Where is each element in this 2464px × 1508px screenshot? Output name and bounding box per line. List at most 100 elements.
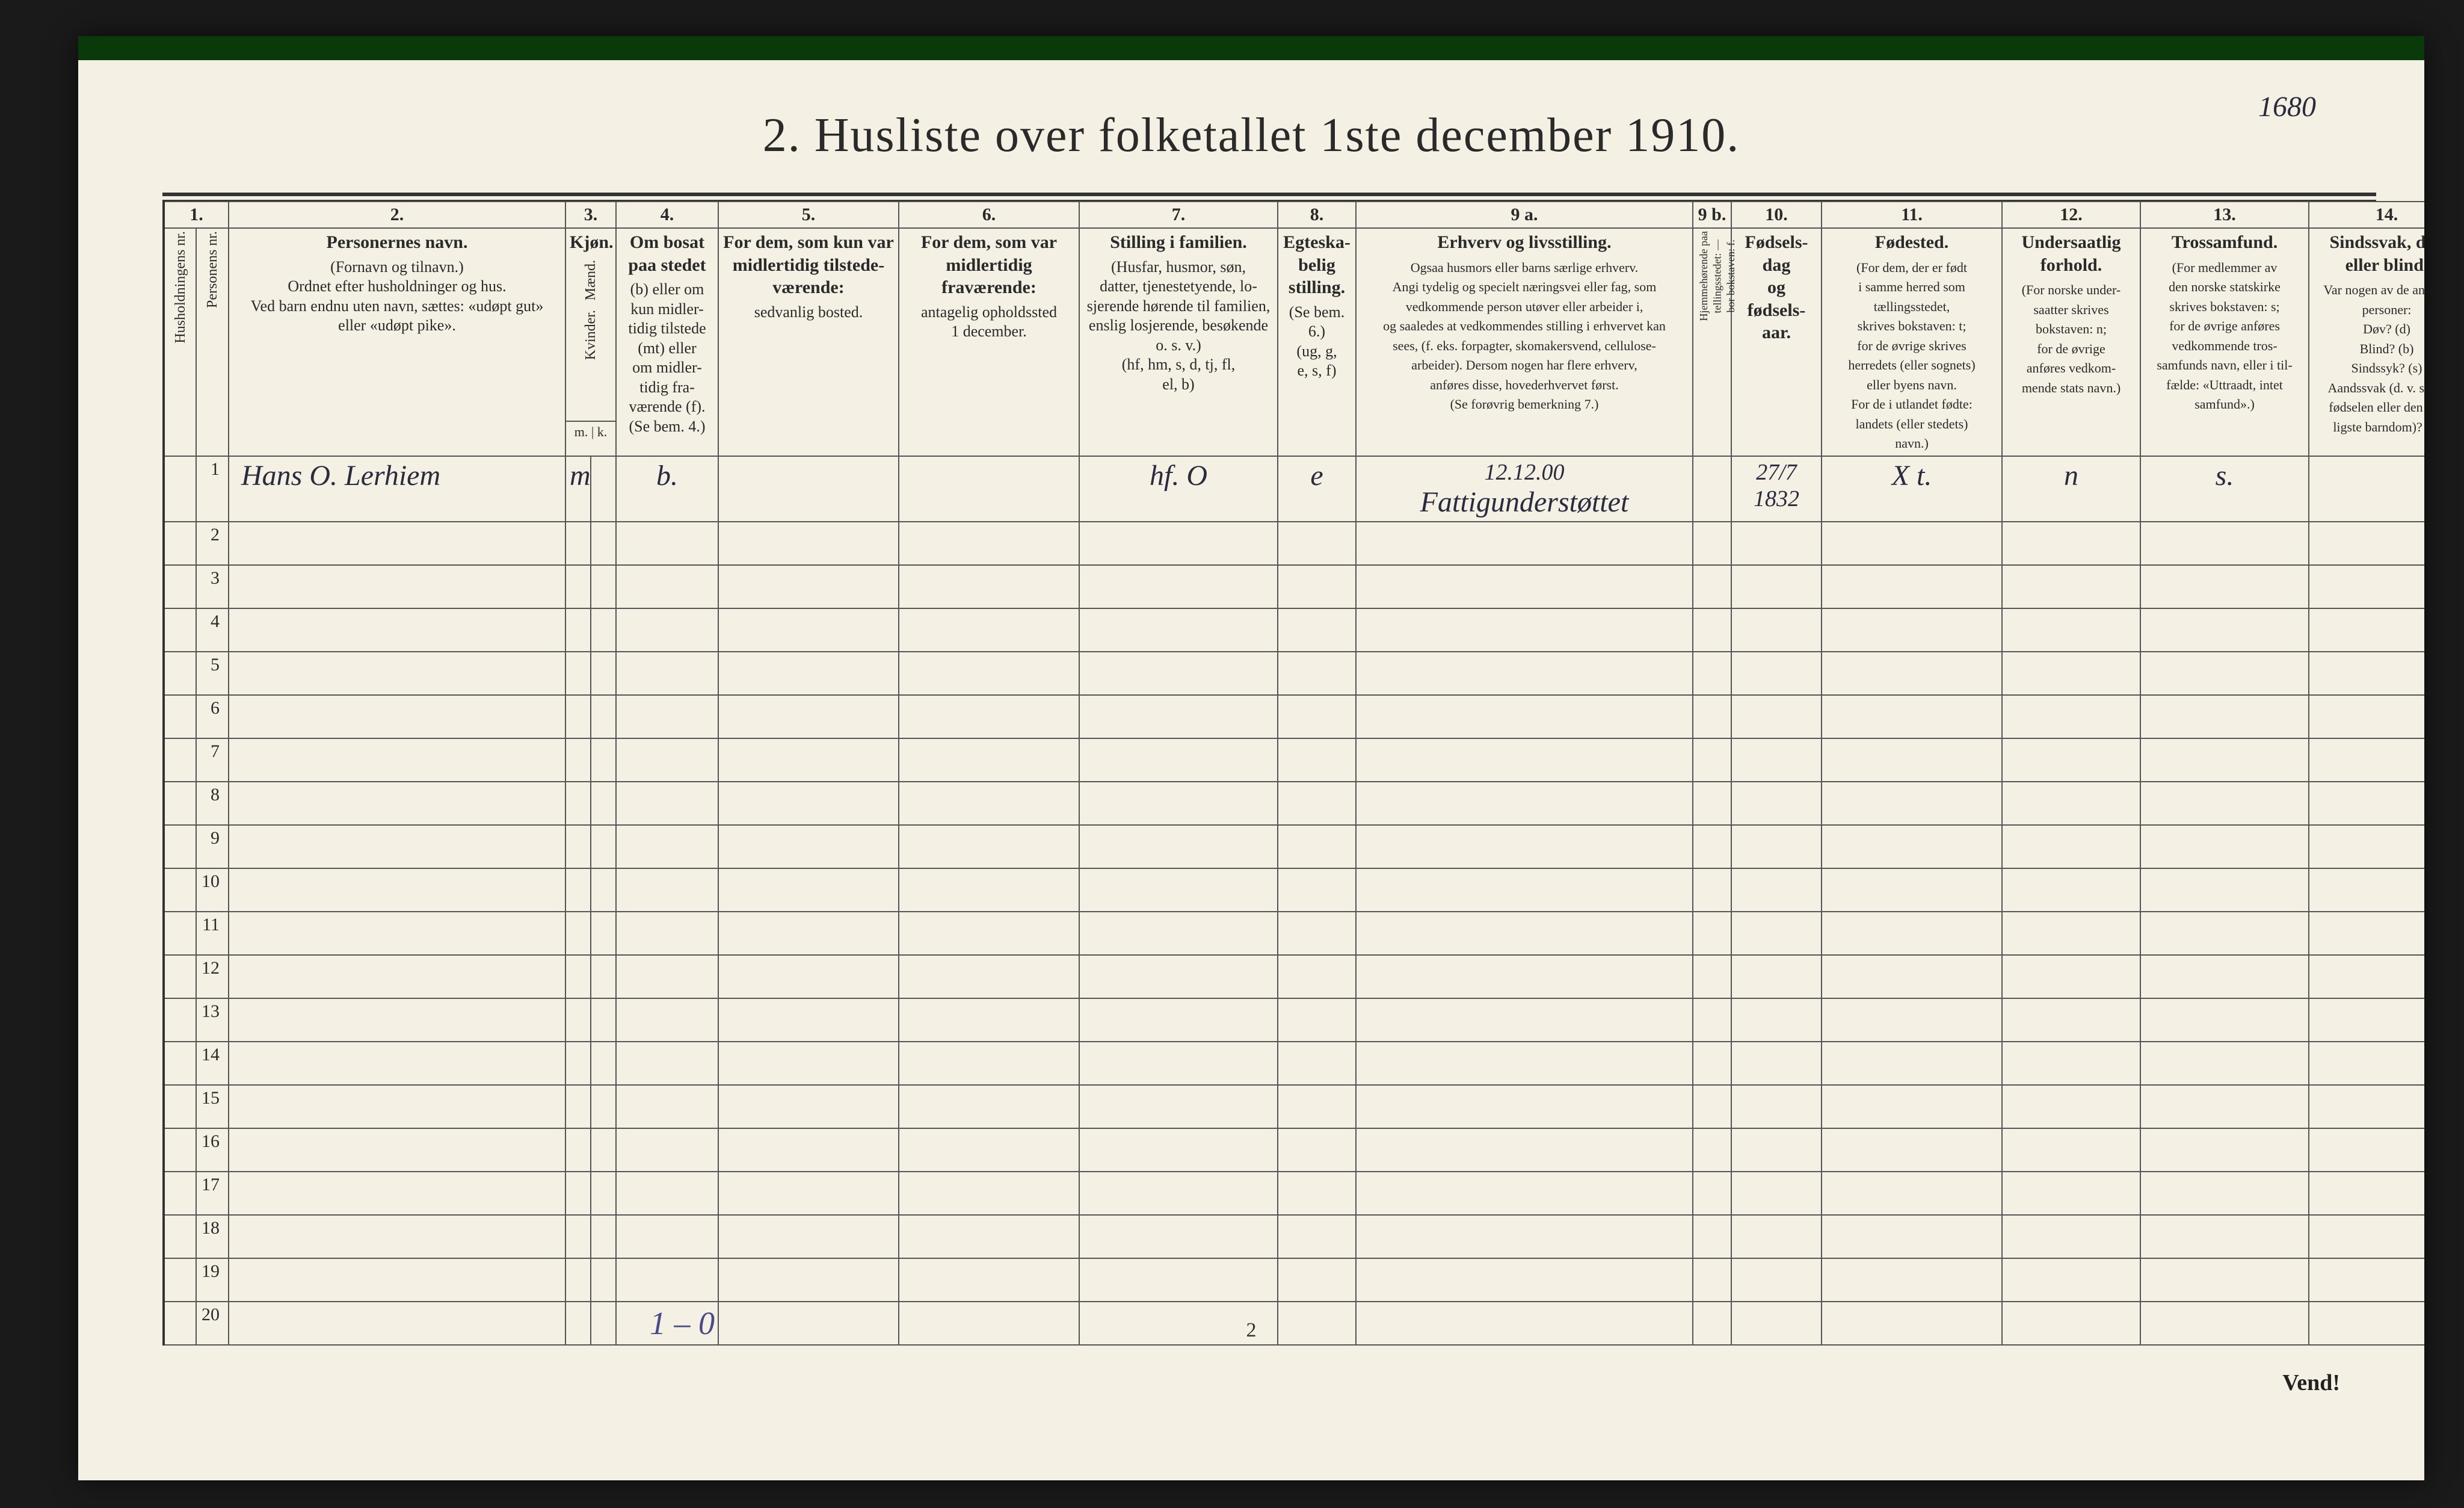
table-cell [2140,1085,2309,1128]
colnum-2: 2. [229,202,565,228]
hdr-c9a: Erhverv og livsstilling. Ogsaa husmors e… [1356,228,1693,456]
table-cell [2140,738,2309,782]
table-cell [718,782,899,825]
table-row: 1Hans O. Lerhiemmb.hf. Oe12.12.00Fattigu… [164,456,2424,522]
table-cell: n [2002,456,2140,522]
table-cell [2309,1085,2424,1128]
table-cell [229,782,565,825]
cell-hushold-nr [164,998,196,1042]
table-cell [1822,1042,2002,1085]
cell-hushold-nr [164,1215,196,1258]
cell-erhverv-top: 12.12.00 [1360,459,1689,486]
cell-hushold-nr [164,782,196,825]
table-cell [1278,955,1356,998]
table-cell [1278,565,1356,608]
table-cell [1079,912,1278,955]
cell-person-nr: 8 [196,782,229,825]
table-cell [1079,998,1278,1042]
table-cell [2002,608,2140,652]
colnum-14: 14. [2309,202,2424,228]
hdr-c11-body: (For dem, der er født i samme herred som… [1848,260,1975,451]
cell-hushold-nr [164,652,196,695]
colnum-3: 3. [565,202,616,228]
colnum-5: 5. [718,202,899,228]
table-cell [899,1258,1079,1302]
table-cell [1079,955,1278,998]
table-cell [616,695,718,738]
table-cell [2309,955,2424,998]
table-cell [2002,1042,2140,1085]
table-cell [2002,1215,2140,1258]
table-cell [1079,1042,1278,1085]
hdr-c6-body: antagelig opholdssted 1 december. [921,303,1057,341]
hdr-c8-body: (Se bem. 6.) (ug, g, e, s, f) [1289,303,1344,380]
table-cell [2140,1042,2309,1085]
cell-erhverv [1356,652,1693,695]
table-cell [899,608,1079,652]
table-cell [1693,998,1731,1042]
table-cell [591,456,616,522]
table-cell [616,1215,718,1258]
hdr-c13: Trossamfund. (For medlemmer av den norsk… [2140,228,2309,456]
hdr-kjon-title: Kjøn. [570,231,612,254]
table-cell [1693,955,1731,998]
table-cell [565,1215,591,1258]
table-cell [1278,1085,1356,1128]
table-cell [2002,998,2140,1042]
cell-fodsel [1731,782,1822,825]
table-cell [2140,782,2309,825]
table-cell [718,1128,899,1172]
table-cell [616,1128,718,1172]
table-cell [229,1085,565,1128]
table-cell [2309,522,2424,565]
table-row: 18 [164,1215,2424,1258]
table-cell [1693,456,1731,522]
table-cell [1278,998,1356,1042]
table-cell: e [1278,456,1356,522]
table-cell [616,1258,718,1302]
table-cell [2002,782,2140,825]
table-cell [2002,1085,2140,1128]
table-cell [2140,868,2309,912]
hdr-c10: Fødsels- dag og fødsels- aar. [1731,228,1822,456]
table-cell: m [565,456,591,522]
table-body: 1Hans O. Lerhiemmb.hf. Oe12.12.00Fattigu… [164,456,2424,1345]
table-cell [1693,695,1731,738]
table-cell [565,652,591,695]
table-cell [2309,608,2424,652]
colnum-1: 1. [164,202,229,228]
table-cell [1693,522,1731,565]
table-row: 8 [164,782,2424,825]
table-row: 5 [164,652,2424,695]
table-cell [565,695,591,738]
table-cell [565,912,591,955]
table-cell [1278,782,1356,825]
table-cell [1079,868,1278,912]
table-cell [1079,1215,1278,1258]
table-cell [616,912,718,955]
table-row: 2 [164,522,2424,565]
cell-erhverv [1356,522,1693,565]
table-cell [2140,1172,2309,1215]
table-cell: Hans O. Lerhiem [229,456,565,522]
table-cell [1278,1258,1356,1302]
table-cell [899,782,1079,825]
hdr-c14: Sindssvak, døv eller blind. Var nogen av… [2309,228,2424,456]
cell-hushold-nr [164,1085,196,1128]
cell-fodsel [1731,1172,1822,1215]
table-cell [591,1042,616,1085]
table-cell [1693,825,1731,868]
table-cell [2309,456,2424,522]
table-cell [591,955,616,998]
table-cell [229,565,565,608]
table-cell [1822,608,2002,652]
document-page: 1680 2. Husliste over folketallet 1ste d… [78,36,2424,1480]
hdr-c11: Fødested. (For dem, der er født i samme … [1822,228,2002,456]
table-cell [1822,565,2002,608]
table-cell [2309,912,2424,955]
table-cell [899,695,1079,738]
cell-erhverv [1356,955,1693,998]
table-cell [591,868,616,912]
table-cell [2140,652,2309,695]
hdr-c7-body: (Husfar, husmor, søn, datter, tjenestety… [1087,258,1270,393]
